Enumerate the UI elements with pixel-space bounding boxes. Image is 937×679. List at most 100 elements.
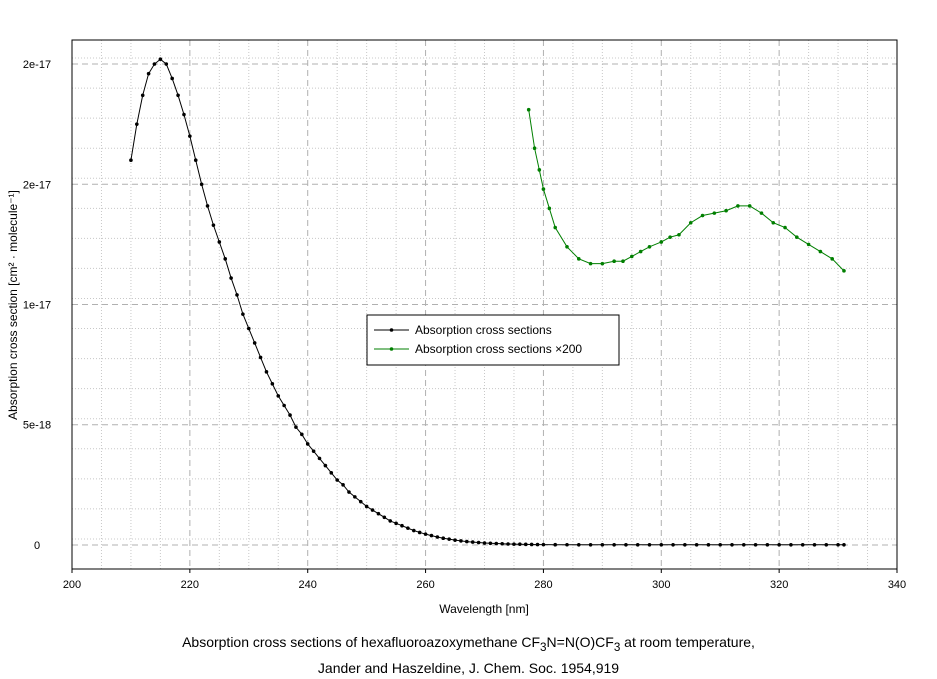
data-point: [565, 244, 569, 249]
data-point: [700, 213, 705, 218]
data-point: [588, 261, 593, 266]
data-point: [205, 204, 210, 208]
data-point: [364, 504, 369, 509]
data-point: [818, 249, 823, 254]
series-2: [526, 107, 846, 273]
major-grid: [72, 40, 897, 569]
data-point: [747, 204, 752, 208]
data-point: [647, 244, 652, 249]
data-point: [576, 257, 581, 261]
data-point: [624, 543, 628, 547]
data-point: [229, 276, 233, 280]
data-point: [135, 122, 139, 126]
data-point: [753, 542, 758, 547]
data-point: [683, 542, 687, 547]
series-line: [528, 109, 845, 272]
data-point: [188, 134, 192, 138]
data-point: [783, 225, 787, 230]
y-tick-label: 0: [34, 540, 40, 552]
data-point: [400, 523, 404, 528]
data-point: [529, 542, 534, 547]
y-tick-label: 5e-18: [23, 420, 51, 432]
data-point: [532, 146, 537, 151]
data-point: [353, 495, 357, 499]
data-point: [523, 542, 528, 547]
data-point: [612, 543, 616, 547]
data-point: [176, 93, 180, 98]
legend-box: [366, 314, 620, 366]
data-point: [217, 240, 222, 244]
data-point: [736, 204, 740, 208]
x-tick-label: 240: [299, 579, 317, 591]
data-point: [842, 543, 846, 547]
data-point: [706, 542, 711, 547]
data-point: [288, 413, 292, 417]
data-point: [724, 208, 728, 213]
data-point: [688, 220, 693, 225]
data-point: [270, 382, 275, 386]
data-point: [441, 536, 446, 541]
data-point: [317, 456, 322, 461]
data-point: [459, 539, 463, 543]
series-layer: [129, 57, 846, 547]
data-point: [453, 538, 457, 542]
data-point: [258, 355, 263, 360]
data-point: [252, 341, 257, 345]
legend-marker-series-2: [389, 347, 394, 351]
data-point: [526, 107, 531, 112]
data-point: [246, 326, 251, 331]
data-point: [694, 542, 699, 547]
data-point: [830, 257, 834, 261]
data-point: [553, 225, 558, 230]
caption-text: at room temperature,: [620, 634, 755, 650]
data-point: [836, 543, 840, 547]
data-point: [199, 182, 204, 187]
data-point: [358, 499, 363, 504]
x-tick-label: 200: [63, 579, 81, 591]
data-point: [211, 223, 216, 227]
data-point: [341, 483, 345, 487]
data-point: [659, 543, 664, 547]
data-point: [812, 543, 817, 547]
data-point: [482, 541, 487, 545]
caption-line-2: Jander and Haszeldine, J. Chem. Soc. 195…: [317, 659, 620, 676]
y-tick-label: 2e-17: [23, 179, 51, 191]
data-point: [535, 542, 540, 547]
data-point: [541, 187, 546, 191]
data-point: [842, 269, 846, 273]
data-point: [158, 57, 163, 62]
data-point: [276, 394, 281, 398]
data-point: [476, 540, 481, 545]
data-point: [423, 532, 428, 536]
data-point: [677, 232, 681, 237]
data-point: [638, 249, 643, 254]
legend-marker-series-1: [389, 328, 394, 332]
data-point: [765, 542, 770, 547]
x-axis-title: Wavelength [nm]: [439, 602, 529, 616]
data-point: [635, 543, 640, 547]
plot-frame: [71, 39, 898, 570]
data-point: [129, 158, 133, 163]
caption-text: N=N(O)CF: [546, 634, 614, 650]
data-point: [300, 432, 304, 437]
data-point: [541, 542, 546, 547]
legend: Absorption cross sections Absorption cro…: [366, 314, 620, 366]
data-point: [668, 235, 672, 239]
data-point: [565, 542, 569, 547]
data-point: [759, 211, 764, 215]
data-point: [730, 542, 734, 547]
x-tick-label: 300: [652, 579, 670, 591]
data-point: [282, 403, 286, 408]
data-point: [264, 370, 269, 374]
data-point: [600, 543, 605, 547]
data-point: [718, 542, 723, 547]
data-point: [164, 62, 169, 66]
chart: 200 220 240 260 280 300 320 340 0 5e-18 1e-17 2e-1…: [6, 39, 907, 616]
data-point: [470, 540, 475, 544]
data-point: [612, 259, 616, 264]
data-point: [824, 543, 829, 547]
data-point: [140, 93, 145, 98]
caption-subscript: 3: [613, 640, 621, 654]
data-point: [771, 220, 776, 225]
data-point: [241, 312, 245, 316]
